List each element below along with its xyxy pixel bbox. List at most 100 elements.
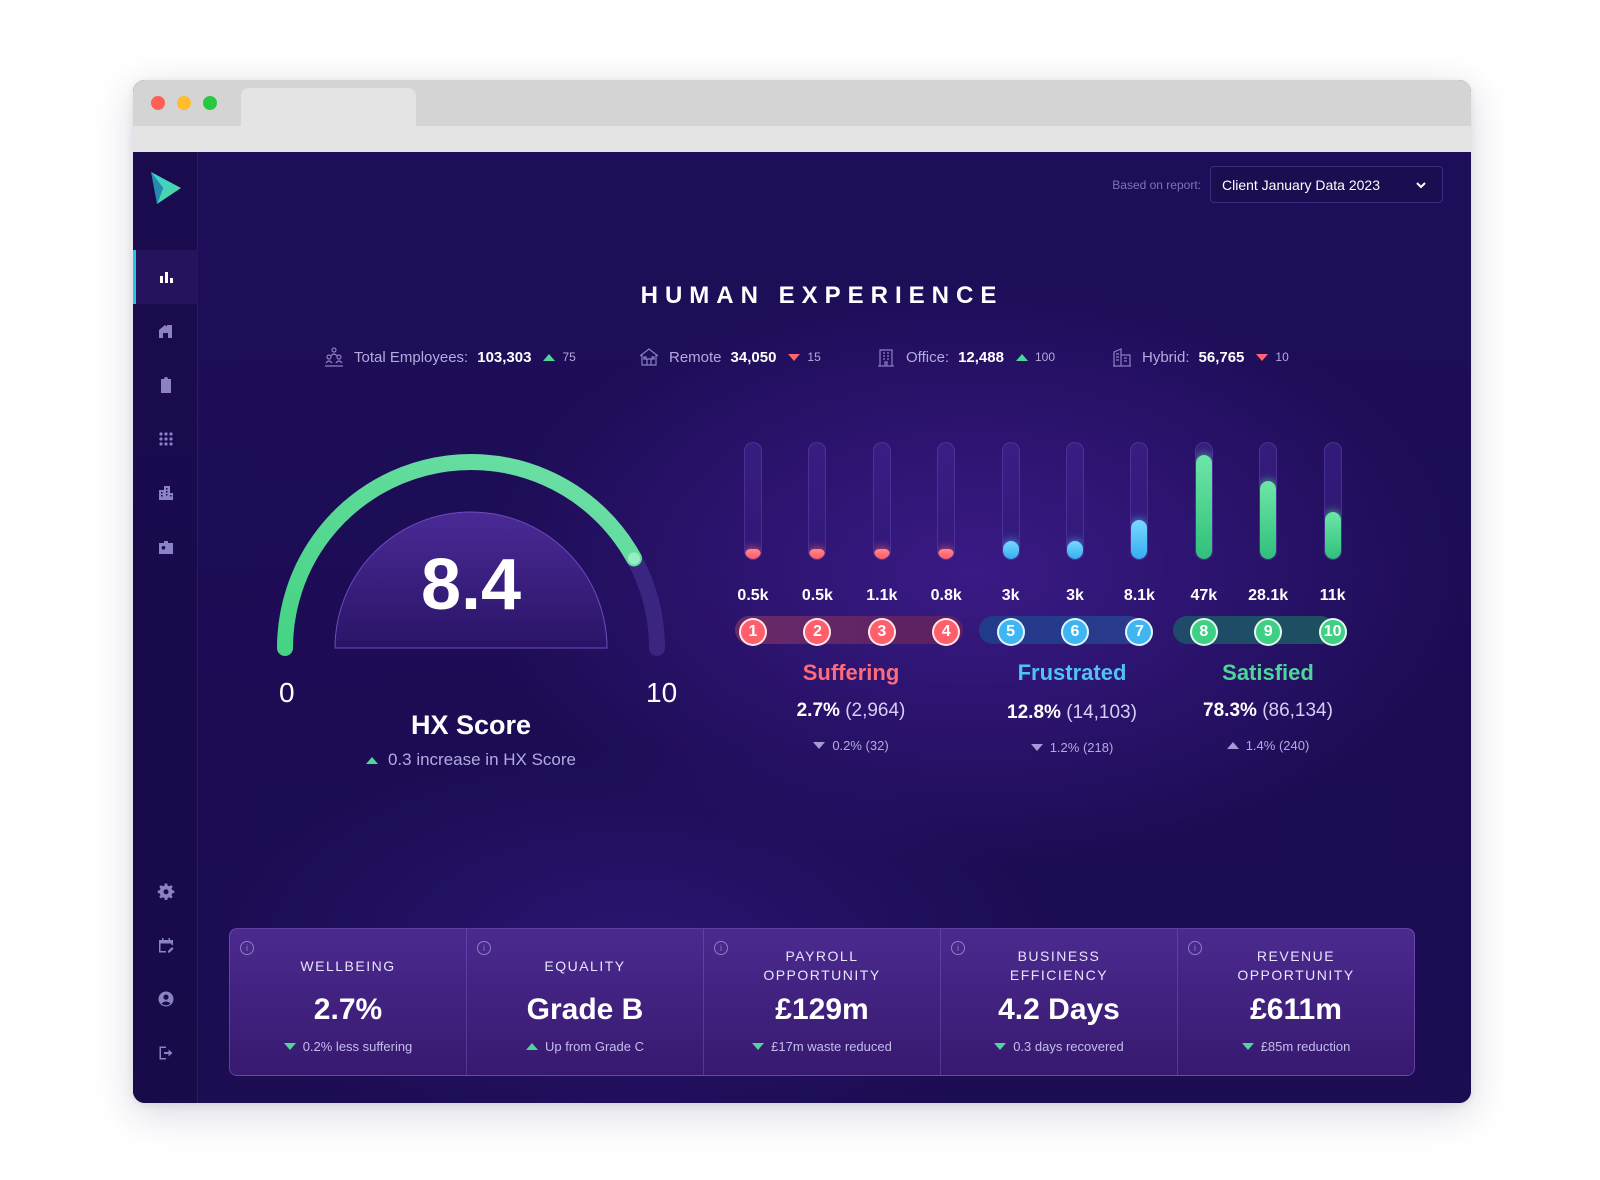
app-dashboard: Based on report: Client January Data 202…	[133, 152, 1471, 1103]
id-badge-icon	[158, 541, 173, 554]
card-subtext: 0.2% less suffering	[230, 1039, 466, 1054]
bar-track	[1001, 442, 1020, 560]
score-number-5[interactable]: 5	[996, 618, 1025, 646]
report-select[interactable]: Client January Data 2023	[1210, 166, 1443, 203]
info-icon[interactable]: i	[1188, 941, 1202, 955]
bar-track	[744, 442, 762, 560]
bar-fill	[1324, 511, 1341, 559]
down-arrow-icon	[788, 353, 801, 361]
logo[interactable]	[149, 170, 183, 206]
nav-offices[interactable]	[133, 466, 198, 520]
card-value: 4.2 Days	[998, 993, 1120, 1026]
card-wellbeing[interactable]: i WELLBEING 2.7% 0.2% less suffering	[230, 929, 467, 1075]
stat-remote: Remote 34,050 15	[638, 346, 821, 368]
close-window-button[interactable]	[151, 96, 165, 110]
stat-value: 56,765	[1198, 348, 1245, 366]
card-revenue-opportunity[interactable]: i REVENUE OPPORTUNITY £611m £85m reducti…	[1178, 929, 1414, 1075]
city-icon	[158, 486, 173, 500]
bar-value-label: 47k	[1190, 587, 1218, 604]
stat-label: Office:	[906, 348, 950, 366]
bar-fill	[1067, 541, 1083, 559]
group-delta: 0.2% (32)	[741, 738, 961, 753]
bar-fill	[1131, 520, 1148, 559]
group-delta: 1.2% (218)	[962, 740, 1182, 755]
card-business-efficiency[interactable]: i BUSINESS EFFICIENCY 4.2 Days 0.3 days …	[941, 929, 1178, 1075]
card-title: BUSINESS EFFICIENCY	[1009, 948, 1109, 983]
distribution-bar-6: 3k	[1045, 442, 1105, 672]
hx-score-label: HX Score	[410, 710, 532, 740]
group-title: Frustrated	[1017, 660, 1127, 685]
stat-delta: 15	[788, 350, 821, 364]
card-title: REVENUE OPPORTUNITY	[1237, 948, 1355, 983]
nav-people[interactable]	[133, 520, 198, 574]
card-subtext: 0.3 days recovered	[941, 1039, 1177, 1054]
user-circle-icon	[158, 991, 173, 1007]
info-icon[interactable]: i	[240, 941, 254, 955]
score-number-3[interactable]: 3	[867, 618, 896, 646]
score-number-10[interactable]: 10	[1318, 618, 1347, 646]
bar-value-label: 0.5k	[737, 587, 769, 604]
page-title: HUMAN EXPERIENCE	[640, 282, 1004, 309]
stat-value: 103,303	[477, 348, 532, 366]
office-building-icon	[878, 349, 894, 367]
score-number-6[interactable]: 6	[1061, 618, 1089, 646]
bar-value-label: 0.8k	[930, 587, 962, 604]
nav-buildings[interactable]	[133, 304, 198, 358]
hx-score-value: 8.4	[420, 545, 522, 625]
score-number-4[interactable]: 4	[932, 618, 961, 646]
gauge-max-label: 10	[646, 677, 678, 708]
distribution-bar-5: 3k	[981, 442, 1041, 672]
group-percentage: 2.7% (2,964)	[796, 700, 906, 721]
nav-calendar[interactable]	[133, 918, 198, 972]
card-subtext: £85m reduction	[1178, 1039, 1414, 1054]
bar-track	[1323, 442, 1342, 560]
bar-fill	[745, 549, 761, 559]
card-equality[interactable]: i EQUALITY Grade B Up from Grade C	[467, 929, 704, 1075]
down-arrow-icon	[283, 1043, 296, 1050]
info-icon[interactable]: i	[714, 941, 728, 955]
nav-reports[interactable]	[133, 358, 198, 412]
nav-dashboard[interactable]	[133, 250, 198, 304]
group-percentage: 78.3% (86,134)	[1203, 700, 1333, 721]
down-arrow-icon	[994, 1043, 1007, 1050]
nav-logout[interactable]	[133, 1026, 198, 1080]
card-title: WELLBEING	[300, 958, 396, 974]
group-delta: 1.4% (240)	[1158, 738, 1378, 753]
score-number-8[interactable]: 8	[1189, 618, 1218, 646]
employee-stats: Total Employees: 103,303 75 Remote 34,05…	[133, 346, 1471, 374]
distribution-bar-1: 0.5k	[723, 442, 783, 672]
info-icon[interactable]: i	[951, 941, 965, 955]
nav-settings[interactable]	[133, 864, 198, 918]
card-subtext: £17m waste reduced	[704, 1039, 940, 1054]
minimize-window-button[interactable]	[177, 96, 191, 110]
nav-profile[interactable]	[133, 972, 198, 1026]
score-number-9[interactable]: 9	[1254, 618, 1283, 646]
gauge-center	[334, 511, 608, 649]
browser-tab[interactable]	[241, 88, 416, 128]
gauge-min-label: 0	[279, 677, 295, 708]
score-number-2[interactable]: 2	[803, 618, 832, 646]
maximize-window-button[interactable]	[203, 96, 217, 110]
stat-label: Remote	[669, 348, 722, 366]
card-title: PAYROLL OPPORTUNITY	[763, 948, 881, 983]
clipboard-icon	[160, 377, 171, 393]
score-number-1[interactable]: 1	[739, 618, 767, 646]
card-subtext: Up from Grade C	[467, 1039, 703, 1054]
logout-icon	[159, 1046, 172, 1060]
stat-hybrid: Hybrid: 56,765 10	[1111, 346, 1289, 368]
card-value: £611m	[1250, 993, 1342, 1026]
gauge-arc	[277, 454, 665, 656]
info-icon[interactable]: i	[477, 941, 491, 955]
bar-value-label: 28.1k	[1248, 587, 1289, 604]
up-arrow-icon	[1015, 353, 1028, 361]
score-number-7[interactable]: 7	[1125, 618, 1154, 646]
chevron-down-icon	[1416, 182, 1426, 189]
bar-fill	[1195, 455, 1212, 559]
hx-gauge: 8.4 0 10 HX Score 0.3 increase in HX Sco…	[271, 452, 691, 782]
card-payroll-opportunity[interactable]: i PAYROLL OPPORTUNITY £129m £17m waste r…	[704, 929, 941, 1075]
group-title: Suffering	[802, 660, 900, 685]
up-arrow-icon	[543, 353, 556, 361]
nav-apps[interactable]	[133, 412, 198, 466]
calendar-edit-icon	[158, 938, 174, 953]
stat-total-employees: Total Employees: 103,303 75	[323, 346, 576, 368]
